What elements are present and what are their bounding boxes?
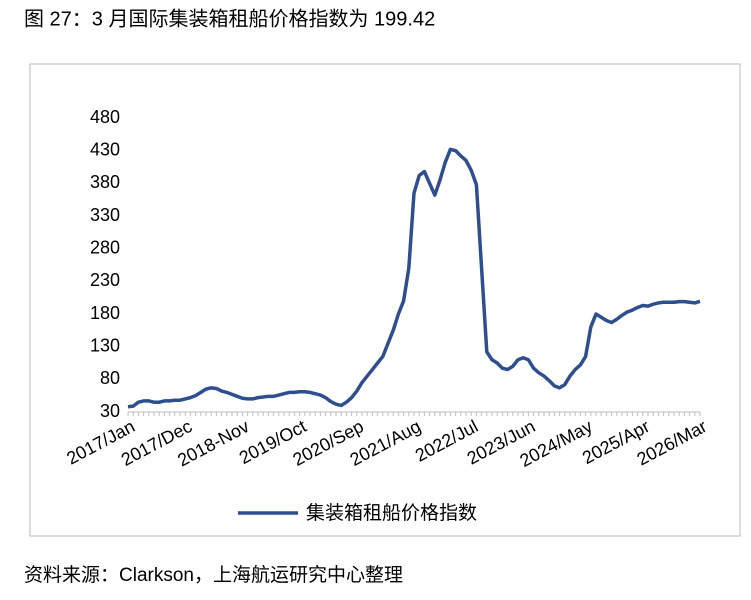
y-tick-label: 230 <box>90 270 120 290</box>
y-tick-label: 380 <box>90 172 120 192</box>
y-tick-label: 80 <box>100 368 120 388</box>
y-tick-label: 330 <box>90 205 120 225</box>
chart-frame <box>29 63 741 537</box>
source: 资料来源：Clarkson，上海航运研究中心整理 <box>24 564 403 586</box>
caption: 图 27：3 月国际集装箱租船价格指数为 199.42 <box>24 7 435 30</box>
y-tick-label: 280 <box>90 237 120 257</box>
y-tick-label: 430 <box>90 139 120 159</box>
data-line <box>127 147 701 409</box>
y-tick-label: 180 <box>90 303 120 323</box>
legend-label: 集装箱租船价格指数 <box>306 502 477 524</box>
y-tick-label: 130 <box>90 335 120 355</box>
y-tick-label: 30 <box>100 401 120 421</box>
y-tick-label: 480 <box>90 107 120 127</box>
